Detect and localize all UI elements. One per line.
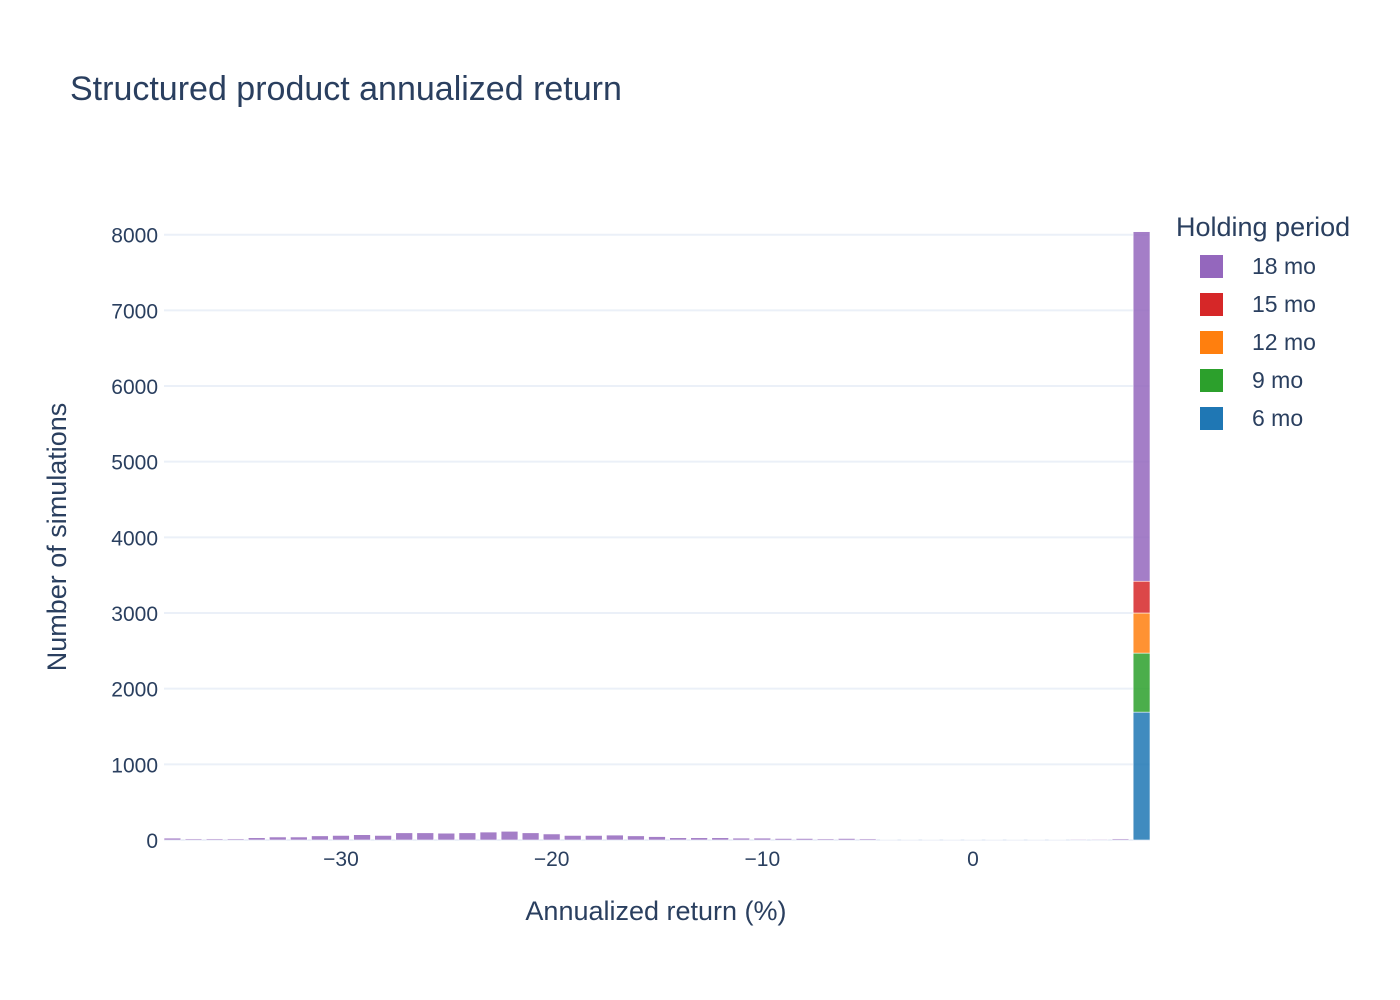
bar-18-mo — [184, 838, 203, 841]
y-tick-label: 6000 — [111, 376, 158, 399]
gridlines — [164, 233, 1150, 841]
bar-18-mo — [1027, 839, 1045, 841]
y-tick-label: 1000 — [111, 754, 158, 777]
bar-18-mo — [922, 839, 940, 841]
bar-18-mo — [290, 836, 308, 841]
legend-item-label: 6 mo — [1252, 405, 1303, 431]
legend-item-label: 9 mo — [1252, 367, 1303, 393]
bar-18-mo — [711, 837, 729, 841]
bar-18-mo — [416, 832, 434, 841]
bar-18-mo — [880, 839, 898, 841]
y-tick-label: 5000 — [111, 452, 158, 475]
legend-swatch — [1200, 407, 1223, 430]
bar-18-mo — [858, 838, 877, 841]
bar-18-mo — [943, 839, 961, 841]
bar-18-mo — [500, 830, 519, 841]
legend-swatch — [1200, 369, 1223, 392]
legend-item-label: 18 mo — [1252, 253, 1316, 279]
legend-item-label: 15 mo — [1252, 291, 1316, 317]
bar-18-mo — [1111, 838, 1130, 841]
bar-18-mo — [458, 832, 477, 841]
bar-9-mo — [1132, 652, 1151, 713]
bar-18-mo — [606, 834, 624, 841]
bar-12-mo — [1132, 612, 1151, 654]
bar-18-mo — [669, 837, 687, 841]
bar-18-mo — [163, 837, 182, 841]
bar-18-mo — [732, 837, 751, 841]
bar-18-mo — [648, 836, 666, 841]
x-axis-ticks: −30 −20 −10 0 — [323, 848, 979, 871]
bar-18-mo — [985, 839, 1003, 841]
bar-18-mo — [585, 835, 603, 841]
bar-18-mo — [690, 837, 708, 841]
bar-18-mo — [205, 838, 224, 841]
x-tick-label: −20 — [534, 848, 570, 871]
y-axis-title: Number of simulations — [42, 403, 72, 672]
y-tick-label: 8000 — [111, 225, 158, 248]
bar-6-mo — [1132, 711, 1151, 841]
x-tick-label: 0 — [967, 848, 979, 871]
bar-18-mo — [563, 835, 582, 841]
y-axis-ticks: 0 1000 2000 3000 4000 5000 6000 7000 8000 — [111, 225, 158, 853]
x-tick-label: −10 — [745, 848, 781, 871]
bar-18-mo — [774, 838, 793, 841]
legend-title: Holding period — [1176, 212, 1350, 242]
legend-swatch — [1200, 331, 1223, 354]
bar-18-mo — [479, 831, 498, 841]
bar-18-mo — [964, 839, 982, 841]
bar-18-mo — [837, 838, 856, 841]
bar-18-mo — [627, 835, 645, 841]
legend-swatch — [1200, 255, 1223, 278]
bar-18-mo — [542, 833, 561, 841]
y-tick-label: 3000 — [111, 603, 158, 626]
bar-15-mo — [1132, 580, 1151, 614]
bar-18-mo — [374, 835, 392, 841]
bar-18-mo — [311, 835, 329, 841]
bars — [163, 231, 1151, 841]
bar-18-mo — [247, 837, 266, 841]
chart-title: Structured product annualized return — [70, 70, 622, 108]
legend-swatch — [1200, 293, 1223, 316]
bar-18-mo — [395, 832, 413, 841]
bar-18-mo — [1132, 231, 1151, 582]
bar-18-mo — [1006, 839, 1024, 841]
bar-18-mo — [816, 838, 835, 841]
legend-item-label: 12 mo — [1252, 329, 1316, 355]
bar-18-mo — [901, 839, 919, 841]
bar-18-mo — [332, 835, 350, 841]
bar-18-mo — [1048, 839, 1067, 841]
bar-18-mo — [437, 832, 456, 841]
bar-18-mo — [1069, 838, 1088, 841]
y-tick-label: 2000 — [111, 679, 158, 702]
bar-18-mo — [795, 838, 814, 841]
bar-18-mo — [753, 837, 772, 841]
y-tick-label: 0 — [146, 830, 158, 853]
legend: Holding period 18 mo 15 mo 12 mo 9 mo 6 mo — [1176, 212, 1350, 431]
y-tick-label: 7000 — [111, 300, 158, 323]
x-axis-title: Annualized return (%) — [525, 896, 786, 926]
bar-18-mo — [521, 832, 540, 841]
bar-18-mo — [353, 834, 371, 841]
x-tick-label: −30 — [323, 848, 359, 871]
bar-18-mo — [269, 836, 287, 841]
bar-18-mo — [1090, 838, 1109, 841]
y-tick-label: 4000 — [111, 527, 158, 550]
bar-18-mo — [226, 838, 245, 841]
